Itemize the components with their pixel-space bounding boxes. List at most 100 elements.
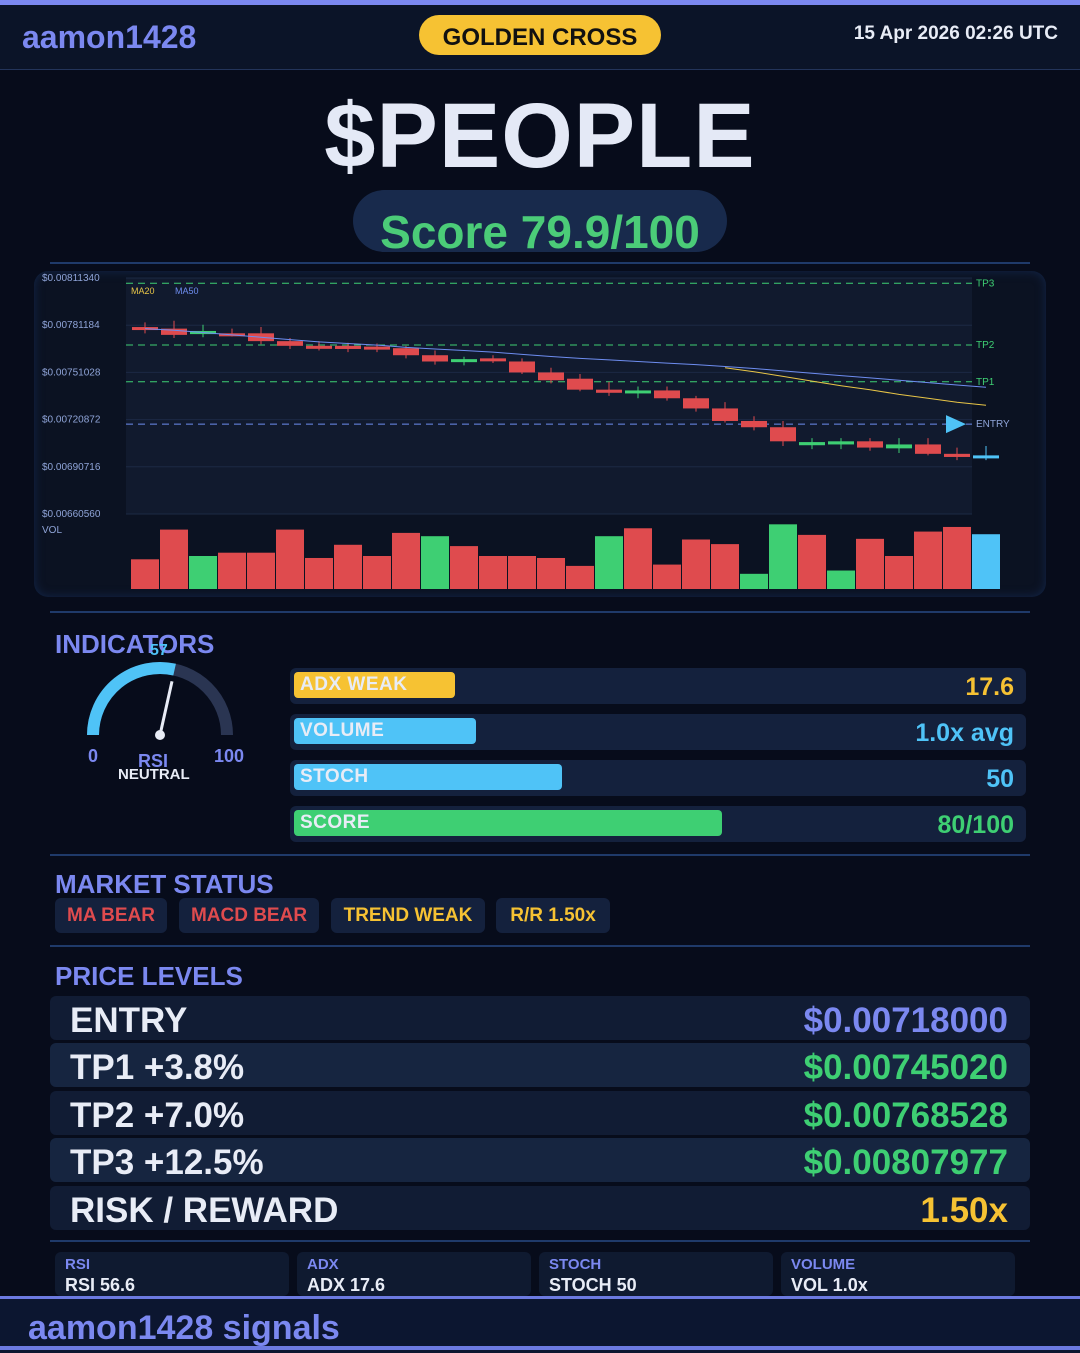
plot-area [126,278,972,514]
candle-body [277,341,303,346]
divider [50,611,1030,613]
indicators-title: INDICATORS [55,629,215,659]
volume-bar [566,565,594,589]
stat-card-volume: VOLUME VOL 1.0x [781,1252,1015,1296]
stat-value: VOL 1.0x [791,1275,868,1295]
adx-bar: ADX WEAK 17.6 [290,668,1026,704]
level-row-tp1: TP1 +3.8% $0.00745020 [50,1043,1030,1087]
level-label: RISK / REWARD [70,1191,339,1230]
candle-body [973,455,999,459]
adx-bar-fill [294,672,455,698]
level-row-entry: ENTRY $0.00718000 [50,996,1030,1040]
footer-accent-bar [0,1346,1080,1350]
candle-body [393,348,419,356]
stoch-bar-value: 50 [986,765,1014,793]
volume-bar [479,556,507,589]
market-status-title: MARKET STATUS [55,869,274,899]
stat-value: RSI 56.6 [65,1275,136,1295]
gauge-max-label: 100 [214,746,244,766]
volume-bar [218,552,246,589]
candle-body [132,327,158,331]
volume-bar [363,556,391,589]
legend-ma20: MA20 [131,286,155,296]
rsi-gauge: 57 0 100 RSI NEUTRAL [80,640,245,790]
volume-label: VOL [42,525,62,536]
y-tick-label: $0.00811340 [42,273,100,284]
ma50-line [144,328,987,388]
candle-body [857,441,883,448]
candle-body [306,345,332,349]
price-chart-panel: $0.00811340 $0.00781184 $0.00751028 $0.0072… [34,271,1046,597]
gauge-state-label: NEUTRAL [118,766,190,783]
candle-body [364,346,390,350]
divider [50,1240,1030,1242]
volume-bar: VOLUME 1.0x avg [290,714,1026,750]
brand-name: aamon1428 [22,19,197,55]
divider [50,945,1030,947]
stoch-bar-fill [294,764,562,790]
candle-body [161,328,187,335]
candle-body [335,345,361,349]
score-bar-fill [294,810,722,836]
volume-bar [508,556,536,589]
score-pill [353,190,727,252]
status-chip-macd: MACD BEAR [179,898,319,933]
footer-text: aamon1428 signals [28,1309,340,1347]
volume-bar [798,534,826,589]
gauge-rsi-label: RSI [138,751,168,771]
stat-value: ADX 17.6 [307,1275,386,1295]
volume-bar [711,544,739,589]
volume-bar [624,528,652,589]
level-label: ENTRY [70,1001,188,1040]
volume-bar-label: VOLUME [300,720,385,741]
candle-body [944,453,970,457]
stat-card-stoch: STOCH STOCH 50 [539,1252,773,1296]
candle-body [683,398,709,409]
volume-bar [450,546,478,589]
footer-bar: aamon1428 signals [0,1296,1080,1353]
level-label-tp1: TP1 [976,377,995,388]
entry-arrow-icon [946,415,966,434]
candle-body [509,361,535,373]
volume-bar [769,524,797,589]
volume-bar [856,538,884,589]
volume-bar [276,529,304,589]
candle-body [654,390,680,399]
gauge-hub [155,730,165,740]
candle-body [480,358,506,362]
stat-title: ADX [307,1256,339,1273]
volume-bar [885,556,913,589]
level-label: TP3 +12.5% [70,1143,264,1182]
candle-body [828,441,854,445]
score-bar-value: 80/100 [937,811,1014,839]
volume-bar [392,532,420,589]
divider [50,262,1030,264]
candle-body [712,408,738,421]
stat-title: VOLUME [791,1256,856,1273]
rsi-value-label: 57 [150,642,168,659]
candle-body [567,378,593,390]
stat-value: STOCH 50 [549,1275,637,1295]
volume-bar [682,539,710,589]
status-chip-rr: R/R 1.50x [496,898,610,933]
candle-body [770,427,796,442]
volume-bar [160,529,188,589]
level-value: $0.00768528 [803,1096,1008,1135]
price-levels-title: PRICE LEVELS [55,961,243,991]
stat-title: RSI [65,1256,91,1273]
header-bar: aamon1428 GOLDEN CROSS 15 Apr 2026 02:26… [0,5,1080,70]
y-tick-label: $0.00660560 [42,509,101,520]
status-chip-trend: TREND WEAK [331,898,485,933]
candle-body [625,390,651,394]
adx-bar-label: ADX WEAK [300,674,408,695]
gauge-needle [158,680,174,736]
candle-body [422,355,448,362]
volume-bar [247,552,275,589]
volume-bar [537,557,565,589]
volume-bar [943,526,971,589]
score-bar-label: SCORE [300,812,371,833]
gauge-track [87,662,233,736]
ma20-line [724,367,987,406]
price-chart: $0.00811340 $0.00781184 $0.00751028 $0.0072… [42,273,1010,589]
legend-ma50: MA50 [175,286,199,296]
